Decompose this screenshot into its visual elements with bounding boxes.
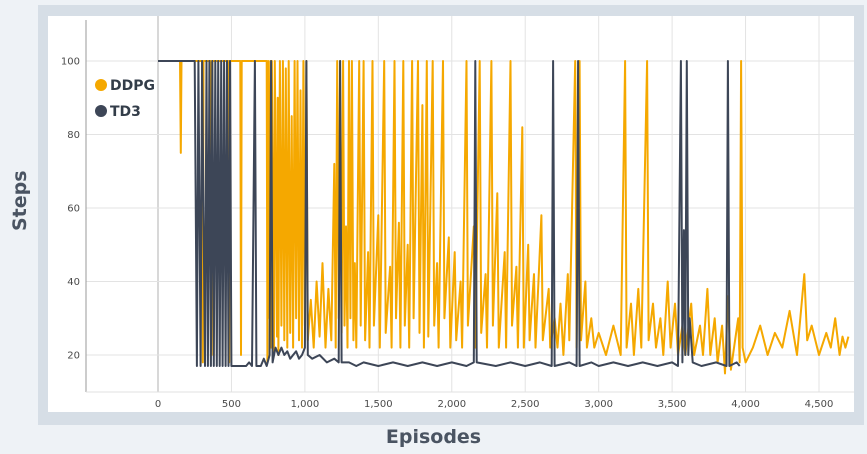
x-tick-label: 500	[222, 399, 241, 410]
x-tick-label: 3,000	[584, 399, 613, 410]
y-tick-label: 80	[67, 130, 80, 141]
x-tick-label: 4,000	[731, 399, 760, 410]
y-tick-label: 60	[67, 204, 80, 215]
legend-marker-td3	[95, 105, 107, 117]
x-tick-label: 1,000	[291, 399, 320, 410]
legend-marker-ddpg	[95, 79, 107, 91]
y-tick-label: 40	[67, 277, 80, 288]
y-axis-title: Steps	[9, 170, 31, 231]
x-tick-label: 2,000	[437, 399, 466, 410]
x-tick-label: 0	[155, 399, 161, 410]
series-line-td3	[158, 60, 741, 367]
y-tick-label: 100	[61, 57, 80, 68]
x-tick-label: 4,500	[805, 399, 834, 410]
x-tick-label: 3,500	[658, 399, 687, 410]
x-tick-label: 1,500	[364, 399, 393, 410]
line-chart: 0 500 1,000 1,500 2,000 2,500 3,000 3,500 4,000 4…	[48, 16, 854, 412]
legend-label-ddpg: DDPG	[110, 78, 155, 94]
legend-label-td3: TD3	[110, 104, 141, 120]
x-axis-title: Episodes	[385, 426, 482, 448]
y-tick-label: 20	[67, 351, 80, 362]
chart-frame: 0 500 1,000 1,500 2,000 2,500 3,000 3,500 4,000 4…	[38, 5, 864, 425]
x-tick-label: 2,500	[511, 399, 540, 410]
